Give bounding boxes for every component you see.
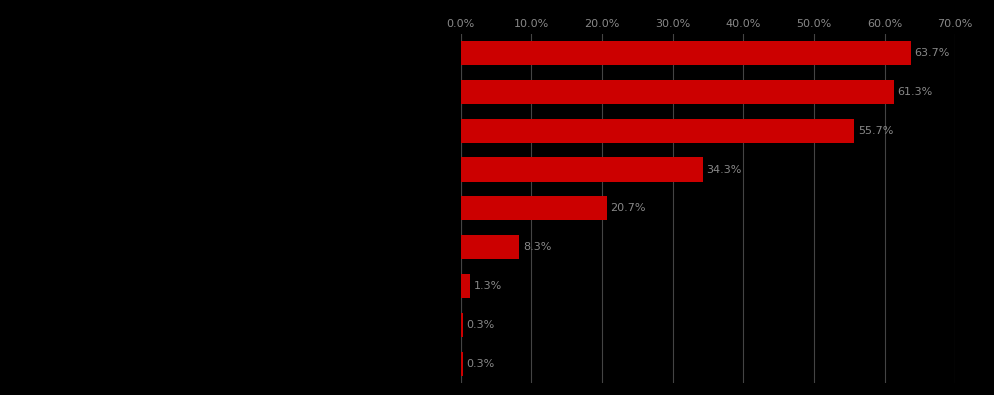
Bar [460,196,606,220]
Text: 55.7%: 55.7% [857,126,893,135]
Text: 0.3%: 0.3% [466,320,494,330]
Bar [460,352,462,376]
Bar [460,158,703,182]
Bar [460,41,910,65]
Text: 61.3%: 61.3% [897,87,931,97]
Bar [460,235,519,259]
Bar [460,313,462,337]
Text: 63.7%: 63.7% [913,48,948,58]
Text: 8.3%: 8.3% [522,242,551,252]
Text: 1.3%: 1.3% [473,281,501,291]
Text: 34.3%: 34.3% [706,165,742,175]
Bar [460,118,853,143]
Bar [460,80,893,104]
Text: 0.3%: 0.3% [466,359,494,369]
Text: 20.7%: 20.7% [610,203,645,213]
Bar [460,274,469,298]
